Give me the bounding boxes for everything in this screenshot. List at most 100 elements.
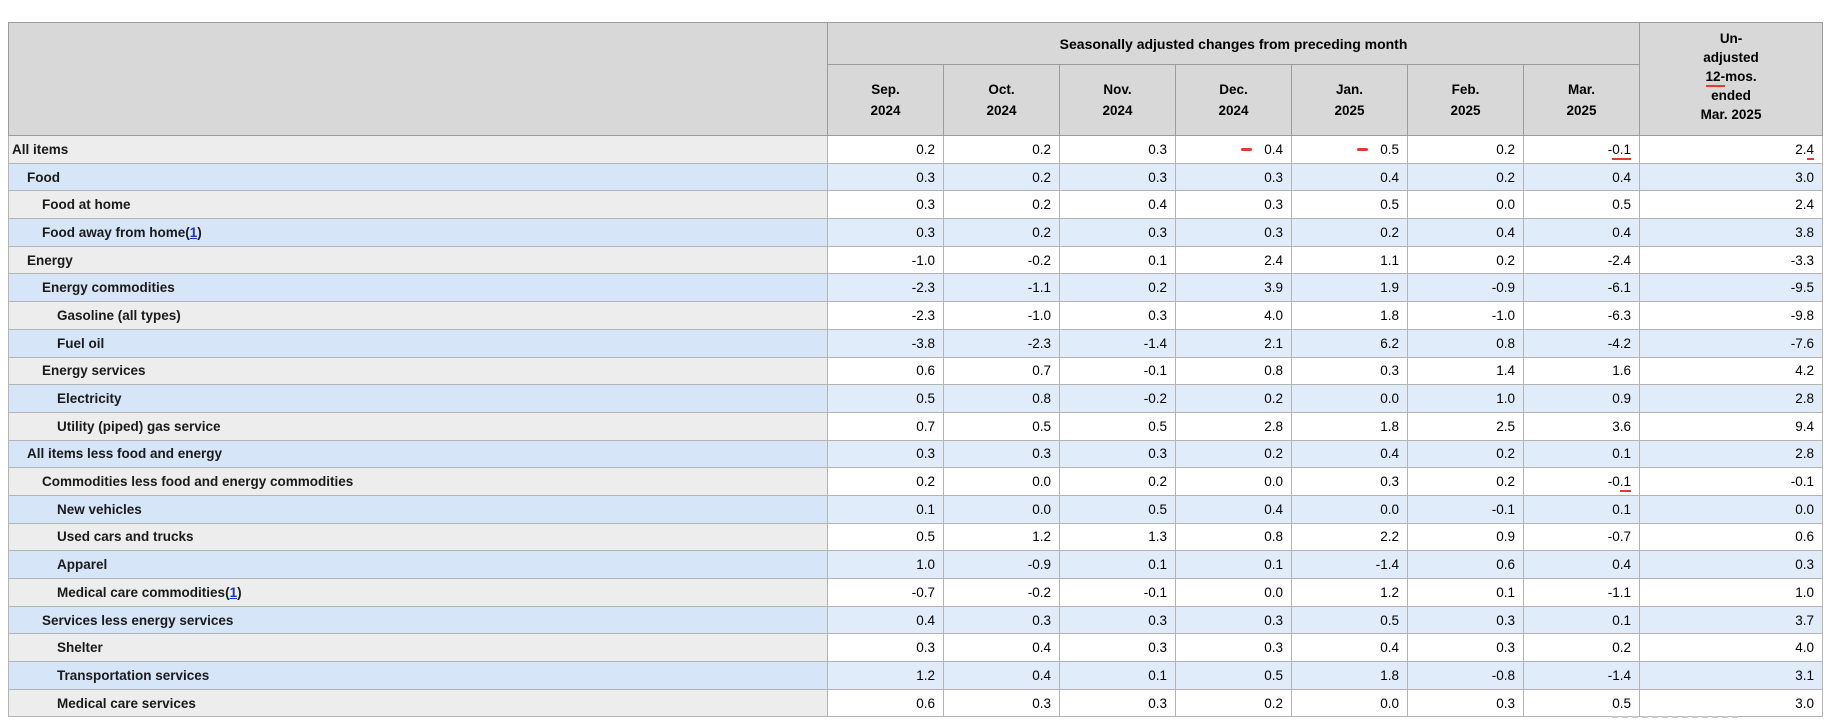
value-cell: 1.8 bbox=[1291, 411, 1408, 441]
value-cell: -0.1 bbox=[1639, 467, 1824, 496]
value-cell: 2.1 bbox=[1175, 328, 1292, 358]
value-cell: 0.4 bbox=[827, 605, 944, 635]
value-cell: 0.3 bbox=[827, 439, 944, 469]
value-cell: -0.1 bbox=[1059, 356, 1176, 386]
value-cell: 0.7 bbox=[827, 411, 944, 441]
value-cell: -0.1 bbox=[1059, 578, 1176, 607]
value-cell: 0.8 bbox=[943, 384, 1060, 413]
value-cell: -9.5 bbox=[1639, 273, 1824, 303]
value-cell: 0.2 bbox=[1059, 273, 1176, 303]
value-cell: 0.0 bbox=[1291, 688, 1408, 718]
value-cell: 0.2 bbox=[943, 135, 1060, 164]
value-cell: -2.4 bbox=[1522, 245, 1641, 275]
value-cell: 0.2 bbox=[1522, 633, 1641, 663]
value-cell: 4.2 bbox=[1639, 356, 1824, 386]
table-row: Utility (piped) gas service 0.7 0.5 0.5 2.8 1… bbox=[8, 411, 1824, 441]
row-label: Food at home bbox=[8, 190, 828, 220]
value-cell: 0.1 bbox=[1059, 550, 1176, 579]
red-underline-annotation: 4 bbox=[1806, 141, 1815, 160]
value-cell: 1.2 bbox=[827, 661, 944, 690]
value-cell: 0.3 bbox=[1407, 688, 1524, 718]
value-cell: 0.3 bbox=[943, 688, 1060, 718]
table-row: Food away from home(1) 0.3 0.2 0.3 0.3 0.2 0.4… bbox=[8, 218, 1824, 247]
value-cell: 0.3 bbox=[827, 162, 944, 192]
value-cell: 0.4 bbox=[1522, 550, 1641, 579]
value-cell: 0.5 bbox=[827, 522, 944, 552]
red-dash-annotation bbox=[1241, 147, 1253, 151]
table-row: Services less energy services 0.4 0.3 0.3 0.… bbox=[8, 605, 1824, 635]
value-cell: 1.0 bbox=[1639, 578, 1824, 607]
footnote-link[interactable]: 1 bbox=[229, 584, 238, 600]
value-cell: 0.4 bbox=[1175, 494, 1292, 524]
value-cell: 0.0 bbox=[1175, 578, 1292, 607]
value-cell: 0.4 bbox=[1407, 218, 1524, 247]
value-cell: 0.3 bbox=[827, 190, 944, 220]
value-cell: 0.5 bbox=[1291, 135, 1408, 164]
value-cell: 6.2 bbox=[1291, 328, 1408, 358]
row-label: Fuel oil bbox=[8, 328, 828, 358]
value-cell: 0.2 bbox=[1407, 135, 1524, 164]
value-cell: 0.8 bbox=[1407, 328, 1524, 358]
value-cell: 0.0 bbox=[1407, 190, 1524, 220]
value-cell: 0.2 bbox=[943, 218, 1060, 247]
row-label: Gasoline (all types) bbox=[8, 301, 828, 330]
value-cell: 0.4 bbox=[1291, 162, 1408, 192]
value-cell: -0.7 bbox=[827, 578, 944, 607]
value-cell: 0.0 bbox=[1291, 494, 1408, 524]
value-cell: 2.8 bbox=[1175, 411, 1292, 441]
value-cell: 3.8 bbox=[1639, 218, 1824, 247]
value-cell: -2.3 bbox=[943, 328, 1060, 358]
value-cell: 0.6 bbox=[827, 688, 944, 718]
value-cell: -1.4 bbox=[1291, 550, 1408, 579]
row-label: Apparel bbox=[8, 550, 828, 579]
table-row: Energy commodities -2.3 -1.1 0.2 3.9 1.9 -0.9-… bbox=[8, 273, 1824, 303]
value-cell: 0.0 bbox=[1291, 384, 1408, 413]
value-cell: -0.8 bbox=[1407, 661, 1524, 690]
value-cell: -3.3 bbox=[1639, 245, 1824, 275]
value-cell: -6.1 bbox=[1522, 273, 1641, 303]
value-cell: 0.5 bbox=[1291, 190, 1408, 220]
clipped-dashed-border bbox=[1612, 716, 1738, 718]
value-cell: 0.6 bbox=[827, 356, 944, 386]
value-cell: 0.1 bbox=[827, 494, 944, 524]
footnote-link[interactable]: 1 bbox=[189, 224, 198, 240]
value-cell: 0.2 bbox=[827, 135, 944, 164]
value-cell: 0.5 bbox=[1175, 661, 1292, 690]
row-label: Services less energy services bbox=[8, 605, 828, 635]
value-cell: 0.3 bbox=[1059, 633, 1176, 663]
value-cell: 0.2 bbox=[1175, 688, 1292, 718]
column-header: Feb. 2025 bbox=[1407, 64, 1524, 136]
value-cell: -0.1 bbox=[1407, 494, 1524, 524]
value-cell: -1.1 bbox=[1522, 578, 1641, 607]
value-cell: 0.1 bbox=[1059, 245, 1176, 275]
value-cell: 1.3 bbox=[1059, 522, 1176, 552]
value-cell: 0.4 bbox=[1175, 135, 1292, 164]
row-label: Food bbox=[8, 162, 828, 192]
value-cell: 0.2 bbox=[1059, 467, 1176, 496]
value-cell: 3.7 bbox=[1639, 605, 1824, 635]
value-cell: 1.2 bbox=[943, 522, 1060, 552]
value-cell: 0.2 bbox=[1291, 218, 1408, 247]
row-label: New vehicles bbox=[8, 494, 828, 524]
value-cell: 3.1 bbox=[1639, 661, 1824, 690]
value-cell: 0.5 bbox=[943, 411, 1060, 441]
value-cell: 3.9 bbox=[1175, 273, 1292, 303]
value-cell: -1.4 bbox=[1059, 328, 1176, 358]
table-row: Electricity 0.5 0.8 -0.2 0.2 0.0 1.0 0.9 2.8 bbox=[8, 384, 1824, 413]
value-cell: 0.1 bbox=[1407, 578, 1524, 607]
column-header: Oct. 2024 bbox=[943, 64, 1060, 136]
value-cell: 0.4 bbox=[1291, 439, 1408, 469]
table-row: Medical care commodities(1) -0.7 -0.2 -0.1 0… bbox=[8, 578, 1824, 607]
row-label: All items less food and energy bbox=[8, 439, 828, 469]
group-header: Seasonally adjusted changes from precedi… bbox=[826, 22, 1641, 65]
value-cell: -1.0 bbox=[1407, 301, 1524, 330]
value-cell: 0.3 bbox=[1407, 633, 1524, 663]
value-cell: 0.3 bbox=[827, 633, 944, 663]
value-cell: 0.3 bbox=[1059, 218, 1176, 247]
value-cell: 0.2 bbox=[1407, 467, 1524, 496]
value-cell: 0.5 bbox=[827, 384, 944, 413]
value-cell: 0.3 bbox=[1059, 605, 1176, 635]
value-cell: 0.8 bbox=[1175, 356, 1292, 386]
value-cell: 0.9 bbox=[1522, 384, 1641, 413]
value-cell: 0.1 bbox=[1059, 661, 1176, 690]
